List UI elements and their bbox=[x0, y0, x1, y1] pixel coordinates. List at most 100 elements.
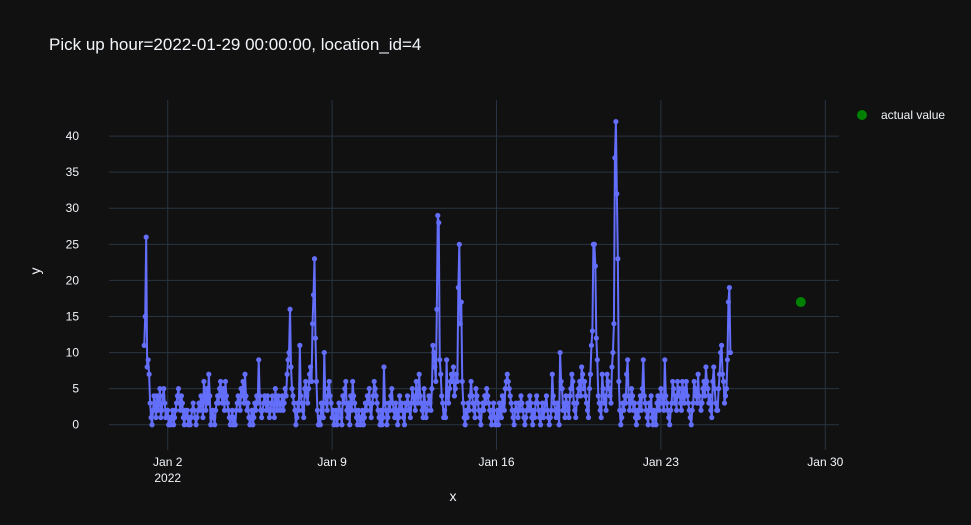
data-point bbox=[351, 393, 357, 399]
data-point bbox=[707, 393, 713, 399]
data-point bbox=[454, 378, 460, 385]
data-point bbox=[333, 407, 339, 413]
data-point bbox=[459, 378, 465, 385]
data-point bbox=[706, 400, 712, 406]
data-point bbox=[615, 256, 621, 262]
data-point bbox=[630, 407, 637, 413]
data-point bbox=[556, 422, 562, 428]
data-point bbox=[318, 400, 324, 406]
data-point bbox=[301, 414, 307, 421]
data-point bbox=[644, 414, 650, 421]
data-point bbox=[308, 378, 315, 385]
data-point bbox=[156, 400, 162, 406]
legend[interactable]: actual value bbox=[857, 108, 945, 122]
data-point bbox=[380, 414, 386, 421]
data-point bbox=[287, 306, 293, 312]
data-point bbox=[568, 386, 574, 392]
data-point bbox=[716, 386, 722, 392]
data-point bbox=[722, 393, 729, 399]
data-point bbox=[675, 393, 682, 399]
data-point bbox=[679, 378, 686, 385]
data-point bbox=[244, 407, 250, 413]
data-point bbox=[373, 393, 379, 399]
data-point bbox=[715, 407, 721, 413]
data-point bbox=[430, 342, 436, 348]
data-point bbox=[404, 393, 411, 399]
data-point bbox=[313, 378, 320, 385]
data-point bbox=[519, 400, 525, 406]
data-point bbox=[202, 393, 208, 399]
data-point bbox=[291, 400, 297, 406]
data-point bbox=[588, 342, 595, 348]
data-point bbox=[339, 422, 345, 428]
data-point bbox=[216, 400, 222, 406]
data-point bbox=[688, 422, 694, 428]
data-point bbox=[201, 378, 207, 385]
data-point bbox=[638, 407, 644, 413]
data-point bbox=[672, 400, 678, 406]
data-point bbox=[324, 407, 330, 413]
data-point bbox=[306, 386, 312, 392]
data-point bbox=[304, 393, 310, 399]
data-point bbox=[713, 400, 719, 406]
data-point bbox=[618, 422, 624, 428]
x-tick-label: Jan 2 bbox=[153, 455, 183, 469]
data-point bbox=[314, 407, 321, 413]
data-point bbox=[635, 414, 642, 421]
data-point bbox=[284, 371, 290, 377]
data-point bbox=[438, 371, 444, 377]
data-point bbox=[453, 371, 459, 377]
data-point bbox=[627, 400, 634, 406]
data-point bbox=[293, 422, 299, 428]
data-point bbox=[350, 378, 356, 385]
data-point bbox=[534, 393, 540, 399]
data-point bbox=[704, 378, 710, 385]
data-point bbox=[157, 386, 163, 392]
data-point bbox=[625, 357, 631, 363]
data-point bbox=[505, 378, 511, 385]
data-point bbox=[237, 407, 243, 413]
data-point bbox=[366, 386, 372, 392]
data-point bbox=[193, 422, 199, 428]
data-point bbox=[668, 407, 674, 413]
data-point bbox=[663, 393, 669, 399]
data-point bbox=[411, 400, 417, 406]
data-point bbox=[211, 414, 217, 421]
data-point bbox=[174, 393, 181, 399]
data-point bbox=[208, 422, 214, 428]
data-point bbox=[653, 422, 659, 428]
data-point bbox=[501, 407, 507, 413]
data-point bbox=[565, 407, 571, 413]
data-point bbox=[660, 400, 666, 406]
data-point bbox=[436, 220, 442, 226]
data-point bbox=[670, 378, 676, 385]
data-point bbox=[572, 407, 578, 413]
data-point bbox=[184, 407, 190, 413]
data-point bbox=[536, 414, 543, 421]
data-point bbox=[294, 414, 300, 421]
data-point bbox=[684, 393, 690, 399]
data-point bbox=[346, 400, 352, 406]
data-point bbox=[199, 400, 205, 406]
data-point bbox=[681, 400, 687, 406]
data-point bbox=[691, 378, 697, 385]
data-point bbox=[218, 393, 225, 399]
data-point bbox=[161, 386, 167, 392]
data-point bbox=[485, 393, 491, 399]
y-tick-label: 0 bbox=[72, 418, 79, 432]
data-point bbox=[413, 378, 419, 385]
axis-ticks: 0 5 10 15 20 25 30 35 40 Jan 2 2022 Jan 9 Jan 16 Jan … bbox=[66, 129, 844, 485]
data-point bbox=[386, 400, 392, 406]
data-point bbox=[342, 386, 348, 392]
data-point bbox=[272, 386, 278, 392]
data-point bbox=[388, 393, 394, 399]
data-point bbox=[645, 422, 651, 428]
data-point bbox=[610, 349, 616, 356]
data-point bbox=[574, 400, 580, 406]
data-point bbox=[542, 400, 549, 406]
data-point bbox=[443, 414, 449, 421]
data-point bbox=[222, 378, 229, 385]
data-point bbox=[446, 386, 453, 392]
data-point bbox=[726, 285, 733, 291]
data-point bbox=[325, 386, 331, 392]
